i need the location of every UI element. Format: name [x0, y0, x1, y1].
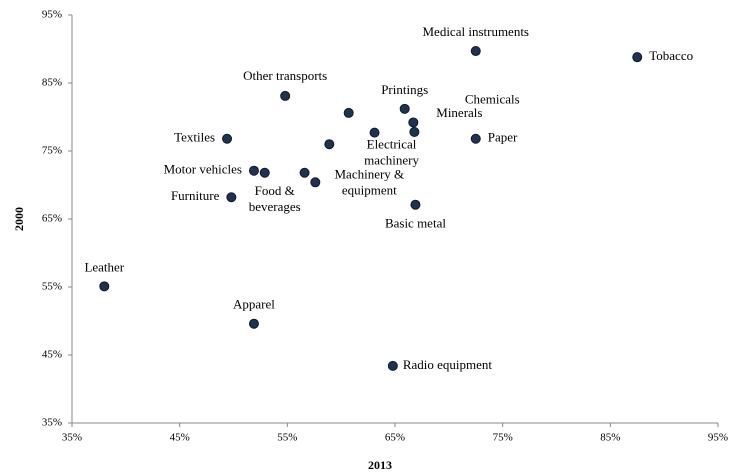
x-tick-label: 35% — [62, 432, 82, 444]
point — [259, 167, 270, 178]
point — [343, 107, 354, 118]
point-label: Textiles — [174, 130, 215, 145]
point — [408, 117, 419, 128]
point — [399, 103, 410, 114]
y-tick-label: 45% — [42, 349, 62, 361]
y-tick-label: 75% — [42, 145, 62, 157]
point — [410, 199, 421, 210]
point — [222, 133, 233, 144]
point — [299, 167, 310, 178]
point — [280, 90, 291, 101]
point-label: Chemicals — [465, 91, 520, 106]
point-label: Furniture — [171, 188, 220, 203]
point — [409, 126, 420, 137]
x-tick-label: 95% — [708, 432, 728, 444]
x-tick-label: 65% — [385, 432, 405, 444]
y-tick-label: 55% — [42, 281, 62, 293]
x-axis-title: 2013 — [368, 458, 392, 472]
point — [387, 360, 398, 371]
point — [99, 281, 110, 292]
y-tick-label: 35% — [42, 417, 62, 429]
x-tick-label: 75% — [493, 432, 513, 444]
point-label: Motor vehicles — [164, 162, 242, 177]
point-label: Apparel — [233, 297, 275, 312]
x-tick-label: 85% — [600, 432, 620, 444]
point-label: Leather — [84, 259, 124, 274]
y-tick-label: 65% — [42, 213, 62, 225]
point-label: Printings — [381, 82, 428, 97]
point — [470, 46, 481, 57]
point — [248, 165, 259, 176]
y-axis-title: 2000 — [12, 207, 26, 231]
y-tick-label: 95% — [42, 9, 62, 21]
point-label: Basic metal — [385, 216, 446, 231]
point-label: Machinery & equipment — [334, 166, 404, 197]
point-label: Food & beverages — [249, 183, 301, 214]
point-label: Medical instruments — [422, 24, 529, 39]
point — [470, 133, 481, 144]
point-label: Other transports — [243, 68, 327, 83]
point — [369, 127, 380, 138]
point-label: Electrical machinery — [364, 137, 419, 168]
x-tick-label: 55% — [277, 432, 297, 444]
point-label: Paper — [488, 130, 518, 145]
point — [324, 139, 335, 150]
point — [248, 318, 259, 329]
point-label: Radio equipment — [403, 357, 493, 372]
y-tick-label: 85% — [42, 77, 62, 89]
point — [226, 192, 237, 203]
point — [632, 52, 643, 63]
point-label: Minerals — [436, 105, 482, 120]
point — [310, 177, 321, 188]
x-tick-label: 45% — [170, 432, 190, 444]
point-label: Tobacco — [649, 48, 693, 63]
